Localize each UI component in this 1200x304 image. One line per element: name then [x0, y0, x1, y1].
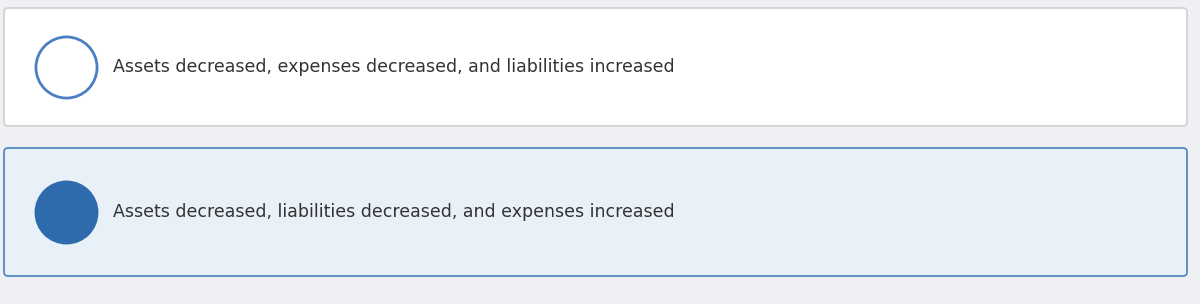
- Point: [56, 64, 76, 69]
- Point: [56, 209, 76, 214]
- Text: Assets decreased, liabilities decreased, and expenses increased: Assets decreased, liabilities decreased,…: [113, 203, 674, 221]
- FancyBboxPatch shape: [4, 148, 1187, 276]
- Text: Assets decreased, expenses decreased, and liabilities increased: Assets decreased, expenses decreased, an…: [113, 58, 674, 76]
- FancyBboxPatch shape: [4, 8, 1187, 126]
